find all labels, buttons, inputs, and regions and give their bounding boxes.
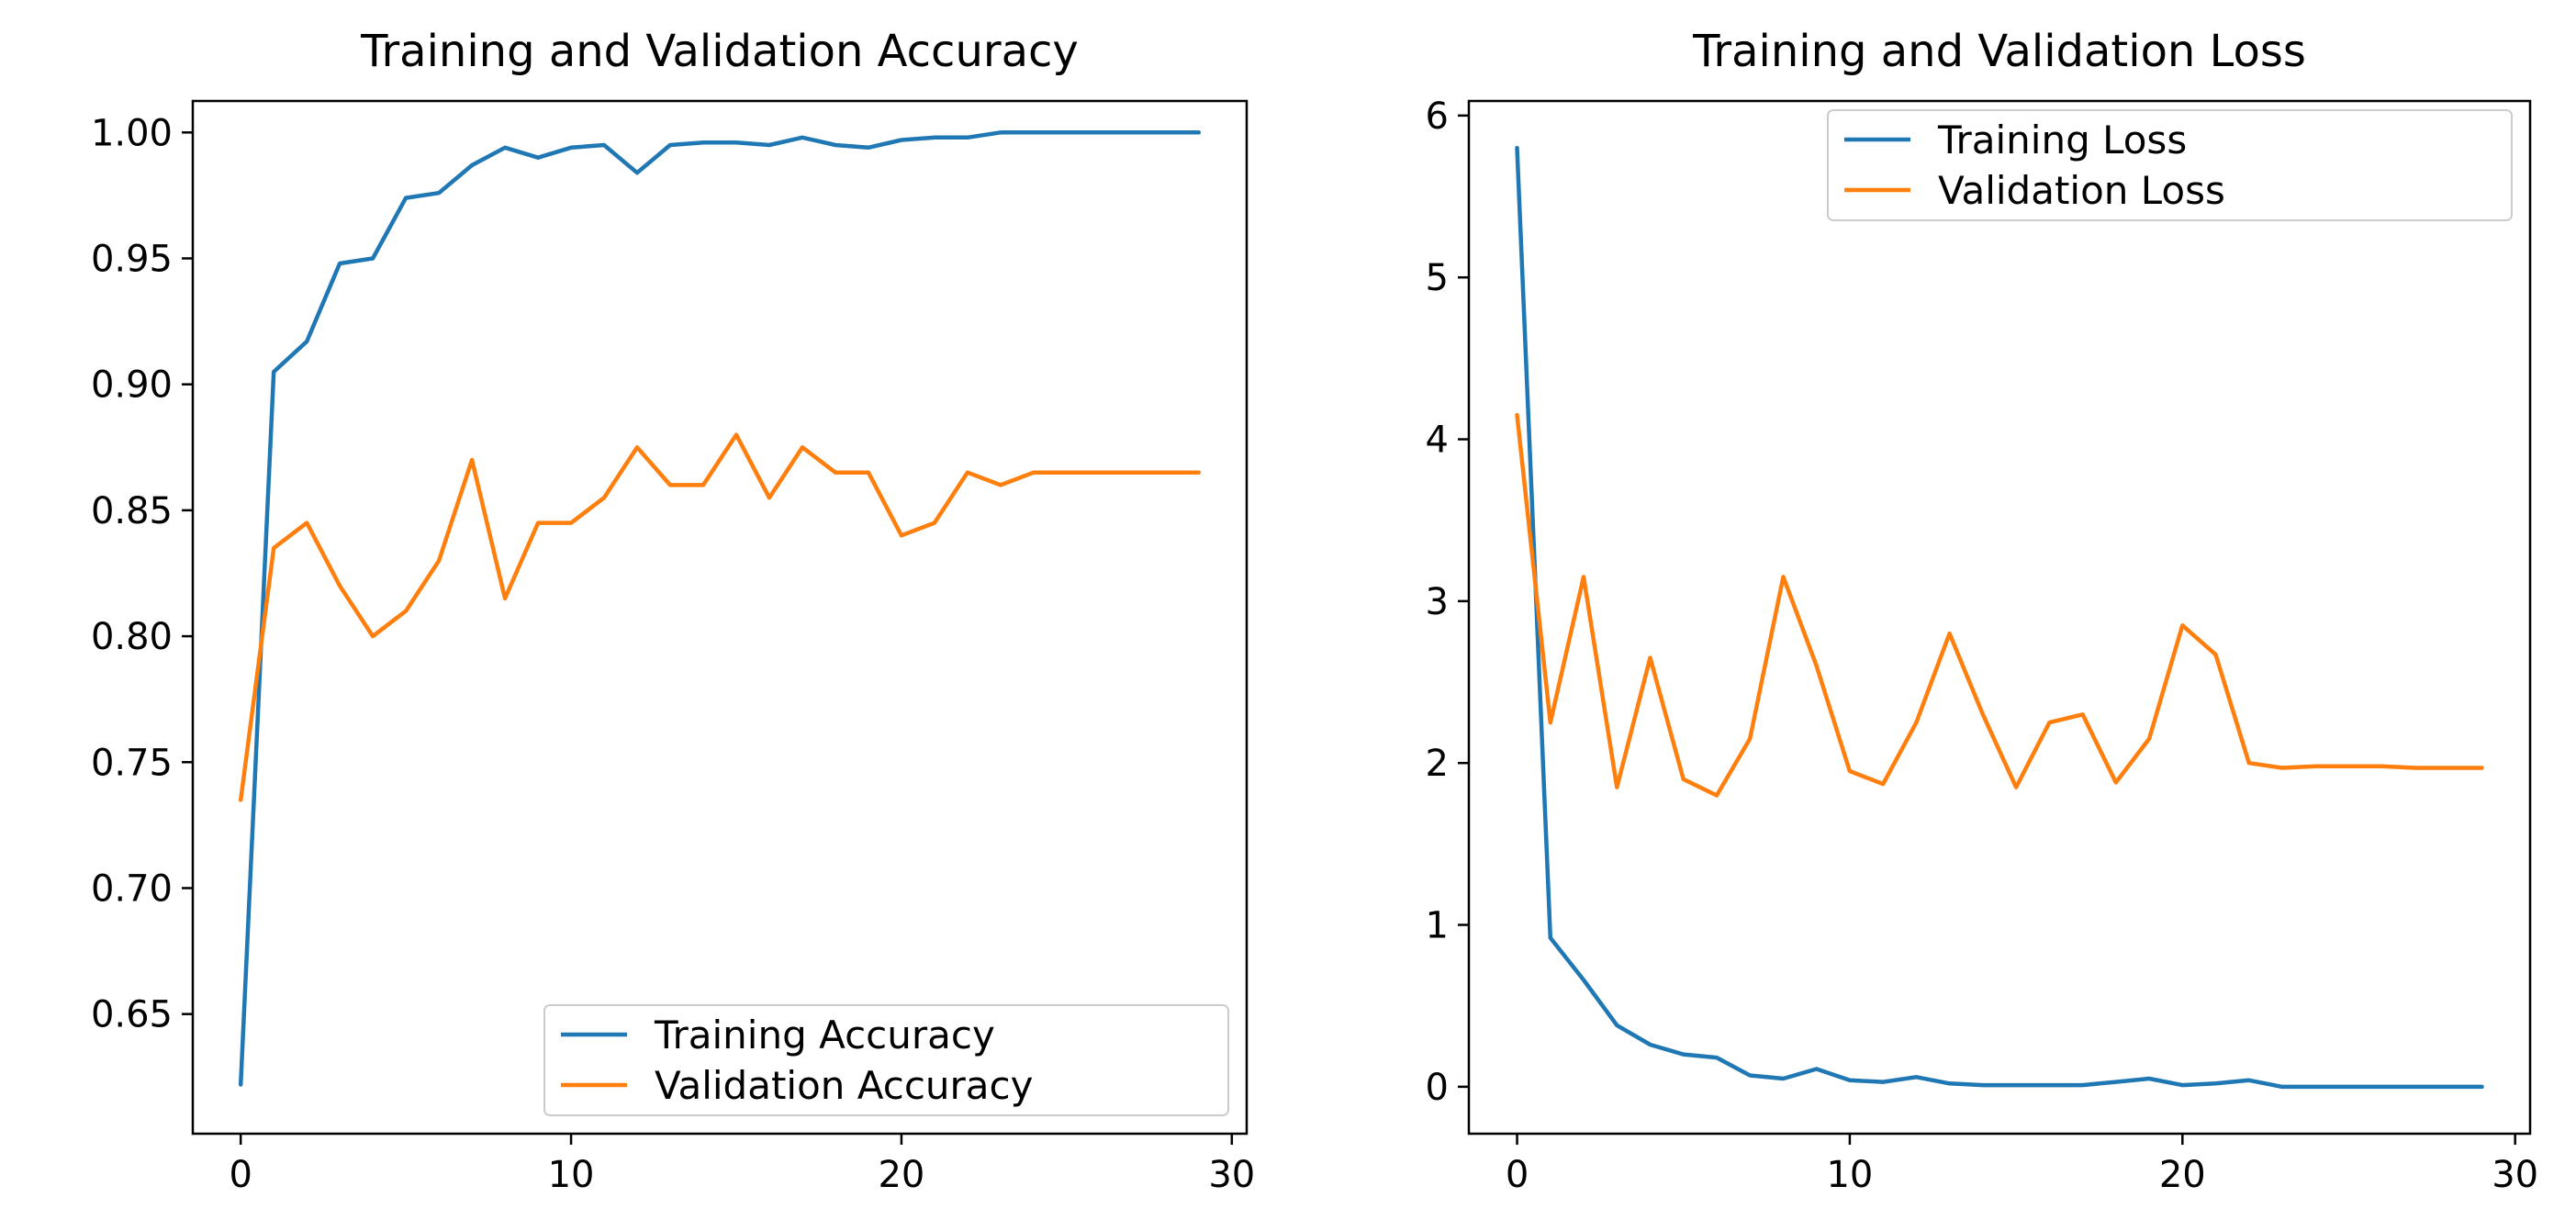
accuracy-y-tick-label: 0.95 [91, 238, 173, 280]
loss-y-tick-label: 1 [1426, 905, 1449, 947]
loss-y-tick-label: 3 [1426, 581, 1449, 623]
loss-chart-title: Training and Validation Loss [1692, 26, 2306, 77]
loss-legend-box [1827, 109, 2513, 221]
loss-y-tick-label: 2 [1426, 743, 1449, 785]
accuracy-chart-title: Training and Validation Accuracy [360, 26, 1079, 77]
accuracy-panel: Training and Validation Accuracy 0 10 20 30… [91, 26, 1255, 1196]
loss-legend-label: Training Loss [1937, 118, 2187, 162]
loss-axes-frame [1467, 99, 2532, 1136]
loss-y-tick-label: 5 [1426, 257, 1449, 299]
loss-x-tick-label: 30 [2492, 1154, 2538, 1196]
loss-legend: Training Loss Validation Loss [1827, 109, 2513, 221]
loss-panel: Training and Validation Loss 0 10 20 30 0 1 2 3… [1426, 26, 2539, 1196]
accuracy-legend-label: Validation Accuracy [655, 1063, 1034, 1108]
accuracy-x-tick-label: 10 [548, 1154, 595, 1196]
accuracy-legend-label: Training Accuracy [654, 1013, 995, 1058]
loss-x-tick-label: 10 [1826, 1154, 1873, 1196]
loss-x-tick-label: 0 [1506, 1154, 1529, 1196]
accuracy-series-training-accuracy-line [238, 130, 1202, 1087]
accuracy-y-tick-label: 0.75 [91, 742, 173, 784]
accuracy-y-tick-label: 0.70 [91, 867, 173, 910]
accuracy-x-tick-label: 0 [229, 1154, 252, 1196]
loss-series-training-loss-line [1515, 145, 2484, 1090]
loss-legend-label: Validation Loss [1938, 168, 2225, 213]
accuracy-y-tick-label: 0.90 [91, 364, 173, 407]
loss-y-tick-label: 6 [1426, 95, 1449, 138]
loss-y-tick-label: 4 [1426, 420, 1449, 462]
accuracy-y-tick-label: 0.85 [91, 490, 173, 532]
accuracy-y-tick-label: 0.65 [91, 994, 173, 1036]
loss-y-tick-label: 0 [1426, 1067, 1449, 1109]
accuracy-series-validation-accuracy-line [238, 432, 1202, 802]
accuracy-x-tick-label: 30 [1208, 1154, 1255, 1196]
loss-x-tick-label: 20 [2159, 1154, 2206, 1196]
loss-series-validation-loss-line [1515, 412, 2484, 798]
accuracy-x-tick-label: 20 [878, 1154, 924, 1196]
accuracy-axes-frame [191, 99, 1249, 1136]
accuracy-legend: Training Accuracy Validation Accuracy [543, 1004, 1229, 1116]
accuracy-y-tick-label: 1.00 [91, 112, 173, 154]
accuracy-legend-box [543, 1004, 1229, 1116]
accuracy-y-tick-label: 0.80 [91, 616, 173, 658]
